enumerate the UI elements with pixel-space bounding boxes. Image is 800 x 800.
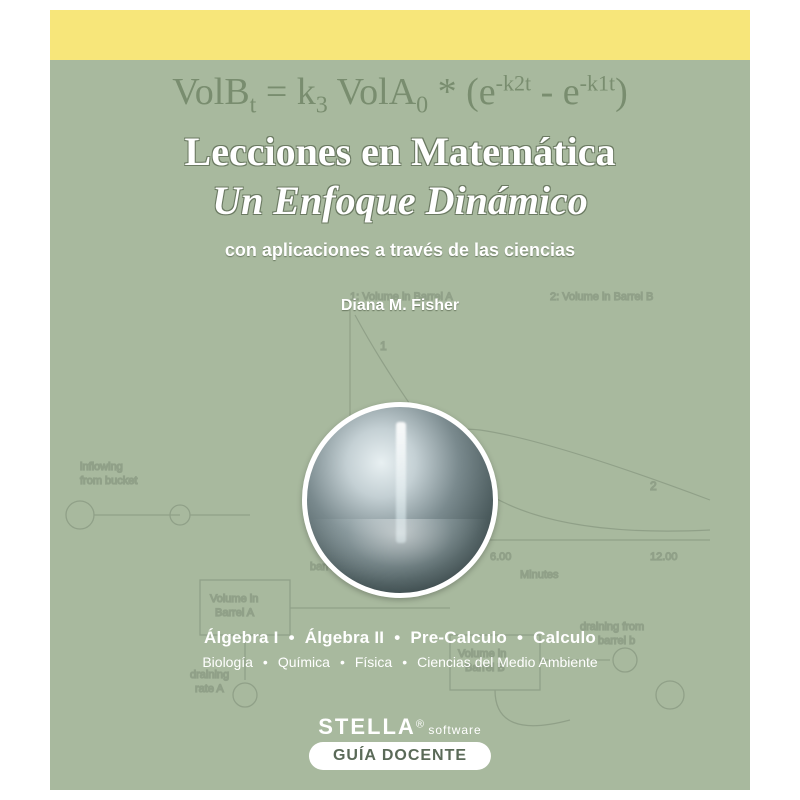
subject-alg1: Álgebra I: [204, 628, 279, 647]
bullet-sep: •: [330, 654, 355, 670]
svg-text:Barrel A: Barrel A: [215, 607, 255, 619]
subjects-row-2: Biología•Química•Física•Ciencias del Med…: [50, 654, 750, 670]
bullet-sep: •: [392, 654, 417, 670]
background-formula: VolBt = k3 VolA0 * (e-k2t - e-k1t): [50, 70, 750, 120]
subject-calc: Calculo: [533, 628, 596, 647]
bullet-sep: •: [279, 628, 305, 647]
guide-badge: GUÍA DOCENTE: [309, 742, 491, 770]
page: 1: Volume in Barrel A 2: Volume in Barre…: [0, 0, 800, 800]
software-brand: STELLA: [318, 714, 416, 739]
water-splash-photo: [302, 402, 498, 598]
title-line-1: Lecciones en Matemática: [50, 128, 750, 175]
software-word: software: [428, 723, 481, 737]
subtitle: con aplicaciones a través de las ciencia…: [50, 240, 750, 261]
svg-text:2: 2: [650, 479, 657, 493]
bullet-sep: •: [384, 628, 410, 647]
subject-bio: Biología: [202, 654, 253, 670]
wm-drain-a: draining: [190, 669, 229, 681]
svg-text:from bucket: from bucket: [80, 475, 137, 487]
svg-text:rate A: rate A: [195, 683, 224, 695]
subject-phys: Física: [355, 654, 392, 670]
subject-env: Ciencias del Medio Ambiente: [417, 654, 598, 670]
book-cover: 1: Volume in Barrel A 2: Volume in Barre…: [50, 10, 750, 790]
wm-vol-a: Volume in: [210, 593, 258, 605]
top-accent-bar: [50, 10, 750, 60]
svg-text:1: 1: [380, 339, 387, 353]
subject-chem: Química: [278, 654, 330, 670]
bullet-sep: •: [253, 654, 278, 670]
subject-precalc: Pre-Calculo: [410, 628, 507, 647]
software-line: STELLA® software: [50, 714, 750, 740]
x-tick-1: 6.00: [490, 551, 511, 563]
bullet-sep: •: [507, 628, 533, 647]
x-axis-label: Minutes: [520, 569, 559, 581]
title-block: Lecciones en Matemática Un Enfoque Dinám…: [50, 128, 750, 315]
title-line-2: Un Enfoque Dinámico: [50, 177, 750, 224]
wm-inflowing: inflowing: [80, 461, 123, 473]
x-tick-2: 12.00: [650, 551, 678, 563]
author-name: Diana M. Fisher: [50, 297, 750, 315]
subjects-block: Álgebra I•Álgebra II•Pre-Calculo•Calculo…: [50, 628, 750, 670]
subjects-row-1: Álgebra I•Álgebra II•Pre-Calculo•Calculo: [50, 628, 750, 648]
registered-icon: ®: [416, 719, 424, 731]
subject-alg2: Álgebra II: [305, 628, 384, 647]
